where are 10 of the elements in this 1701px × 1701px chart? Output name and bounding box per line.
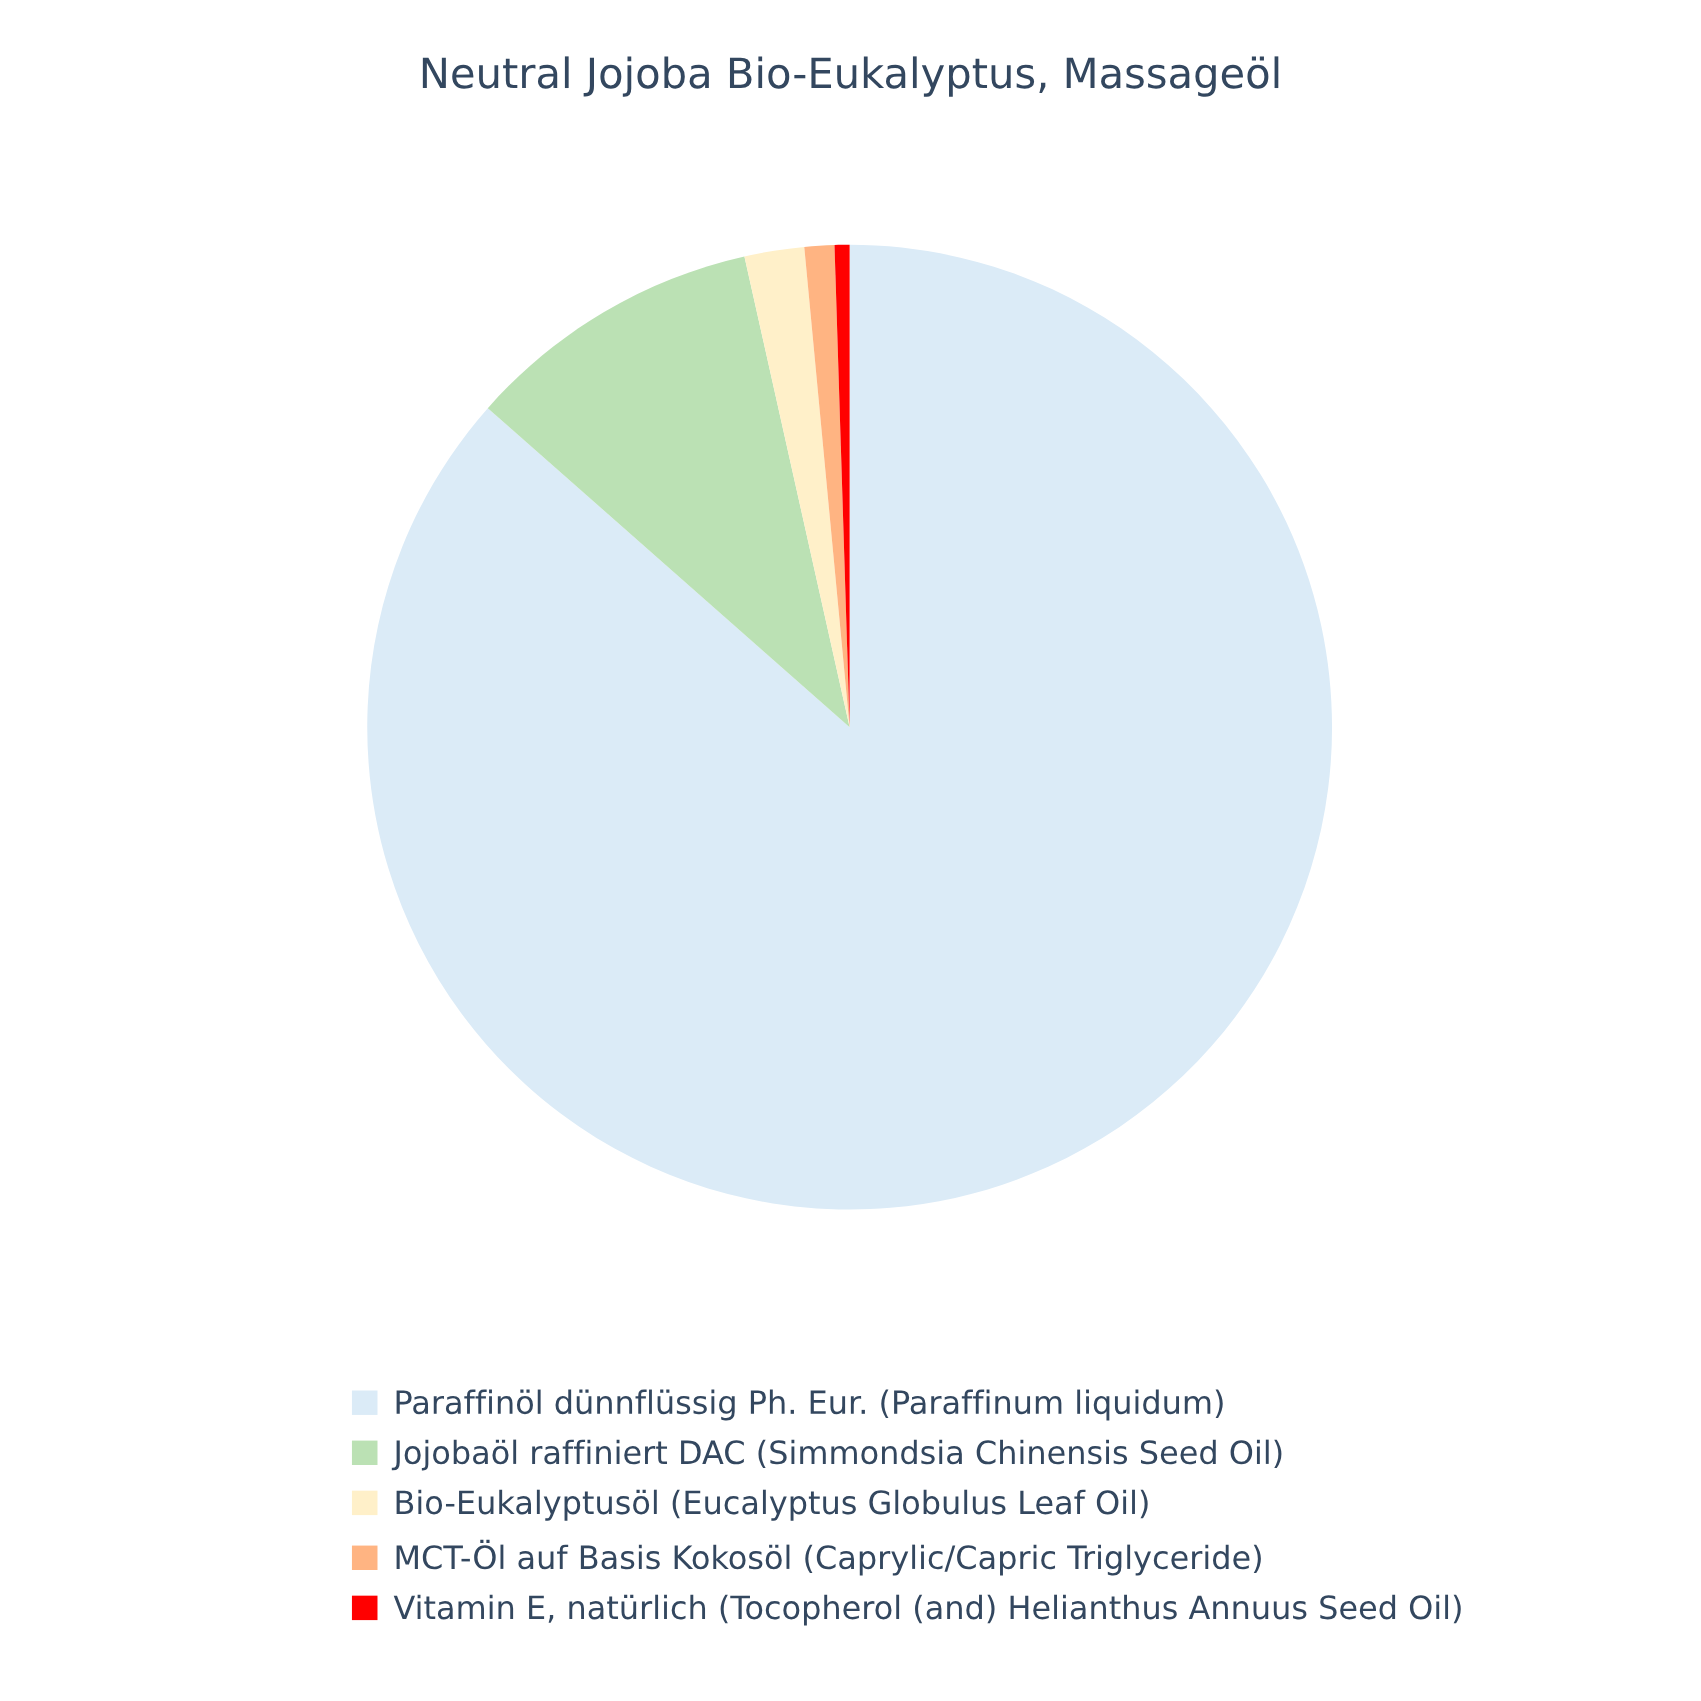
pie-slice	[804, 245, 850, 728]
legend-label: Vitamin E, natürlich (Tocopherol (and) Helianthus Annuus Seed Oil)	[393, 1594, 1461, 1626]
legend-label: Bio-Eukalyptusöl (Eucalyptus Globulus Leaf Oil)	[396, 1489, 1148, 1521]
pie-slice	[744, 246, 850, 728]
chart-title: Neutral Jojoba Bio-Eukalyptus, Massageöl	[422, 56, 1279, 97]
pie-slice	[487, 256, 850, 728]
legend-label: Jojobaöl raffiniert DAC (Simmondsia Chinensis Seed Oil)	[391, 1439, 1282, 1471]
legend-label: Paraffinöl dünnflüssig Ph. Eur. (Paraffinum liquidum)	[396, 1389, 1223, 1421]
pie-slice	[367, 244, 1333, 1210]
legend-label: MCT-Öl auf Basis Kokosöl (Caprylic/Capric Triglyceride)	[396, 1539, 1261, 1576]
